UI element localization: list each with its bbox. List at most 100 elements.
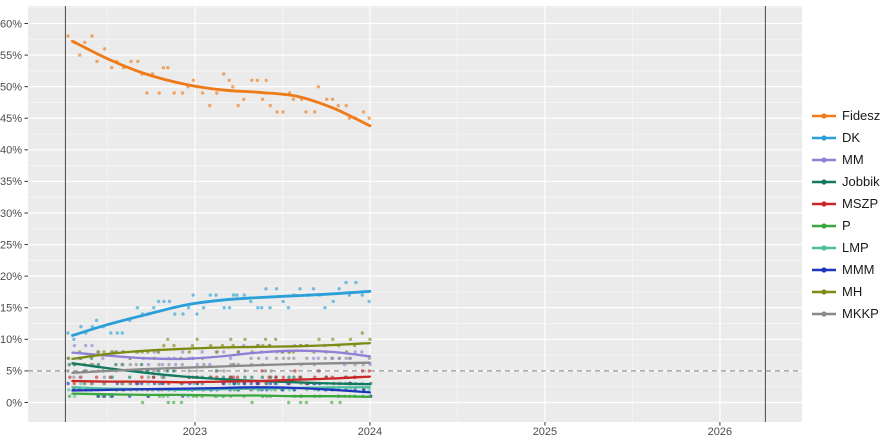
scatter-point	[311, 356, 316, 360]
scatter-point	[330, 97, 335, 102]
scatter-point	[250, 78, 254, 83]
legend-label-dk: DK	[842, 129, 861, 145]
scatter-point	[348, 337, 353, 341]
scatter-point	[187, 369, 191, 373]
scatter-point	[72, 375, 76, 379]
scatter-point	[215, 91, 219, 95]
scatter-point	[260, 369, 264, 373]
legend-item-jobbik: Jobbik	[811, 170, 880, 192]
scatter-point	[265, 356, 269, 360]
scatter-point	[222, 306, 226, 310]
legend-label-fidesz: Fidesz	[842, 107, 880, 123]
trend-line-dk	[71, 289, 372, 337]
scatter-point	[151, 369, 155, 373]
x-tick-label: 2023	[183, 426, 207, 438]
scatter-point	[249, 356, 253, 360]
scatter-point	[287, 356, 291, 360]
scatter-point	[360, 369, 365, 373]
legend-item-p: P	[811, 214, 880, 236]
scatter-point	[146, 362, 151, 367]
scatter-point	[293, 369, 297, 373]
trend-line-mm	[71, 349, 372, 361]
scatter-point	[83, 40, 87, 45]
scatter-point	[167, 362, 171, 367]
scatter-point	[235, 293, 239, 297]
scatter-point	[242, 381, 246, 386]
scatter-point	[338, 400, 342, 405]
scatter-point	[120, 331, 125, 335]
scatter-point	[243, 337, 247, 341]
scatter-point	[102, 350, 106, 354]
scatter-point	[152, 306, 156, 310]
legend-swatch-p	[811, 219, 837, 231]
scatter-point	[292, 356, 296, 360]
x-tick-label: 2026	[708, 426, 732, 438]
scatter-point	[360, 331, 364, 335]
scatter-point	[249, 299, 253, 304]
scatter-point	[269, 369, 273, 373]
scatter-point	[160, 362, 165, 367]
scatter-point	[157, 369, 161, 373]
y-tick-label: 25%	[0, 239, 22, 251]
scatter-point	[121, 362, 125, 367]
scatter-point	[191, 293, 195, 297]
scatter-point	[83, 381, 87, 386]
scatter-point	[222, 369, 226, 373]
scatter-point	[348, 356, 353, 360]
scatter-point	[243, 369, 247, 373]
scatter-point	[78, 53, 82, 57]
trend-line-mszp	[71, 375, 372, 384]
scatter-point	[268, 306, 272, 310]
scatter-point	[362, 388, 366, 392]
scatter-point	[231, 375, 235, 379]
scatter-point	[67, 394, 72, 398]
scatter-point	[287, 400, 291, 405]
scatter-point	[232, 381, 237, 386]
scatter-point	[264, 78, 268, 83]
scatter-point	[263, 337, 268, 341]
scatter-point	[274, 356, 279, 360]
scatter-point	[94, 318, 99, 323]
scatter-point	[72, 337, 76, 341]
scatter-point	[90, 34, 94, 38]
scatter-point	[67, 388, 71, 392]
y-tick-label: 20%	[0, 271, 22, 283]
scatter-point	[146, 375, 151, 379]
scatter-point	[222, 72, 226, 76]
scatter-point	[264, 287, 268, 291]
scatter-point	[235, 375, 240, 379]
y-tick-label: 35%	[0, 176, 22, 188]
scatter-point	[260, 97, 265, 102]
scatter-point	[140, 375, 144, 379]
trend-line-p	[71, 392, 372, 398]
scatter-point	[311, 287, 316, 291]
legend-swatch-jobbik	[811, 175, 837, 187]
legend-swatch-dk	[811, 131, 837, 143]
scatter-point	[331, 337, 335, 341]
legend-item-dk: DK	[811, 126, 880, 148]
scatter-point	[331, 299, 335, 304]
scatter-point	[172, 343, 176, 348]
scatter-point	[268, 103, 272, 108]
scatter-point	[344, 280, 348, 285]
scatter-point	[72, 381, 76, 386]
scatter-point	[166, 400, 170, 405]
legend-item-mmm: MMM	[811, 258, 880, 280]
scatter-point	[191, 78, 196, 83]
scatter-point	[165, 369, 170, 373]
scatter-point	[243, 375, 247, 379]
legend-item-mkkp: MKKP	[811, 302, 880, 324]
y-tick-label: 40%	[0, 145, 22, 157]
scatter-point	[145, 91, 149, 95]
scatter-point	[286, 306, 291, 310]
scatter-point	[287, 375, 291, 379]
scatter-point	[195, 337, 199, 341]
scatter-point	[260, 306, 264, 310]
scatter-point	[316, 356, 320, 360]
scatter-point	[260, 375, 265, 379]
scatter-point	[66, 369, 70, 373]
scatter-point	[101, 356, 105, 360]
scatter-point	[84, 343, 88, 348]
scatter-point	[236, 350, 240, 354]
scatter-point	[173, 362, 178, 367]
